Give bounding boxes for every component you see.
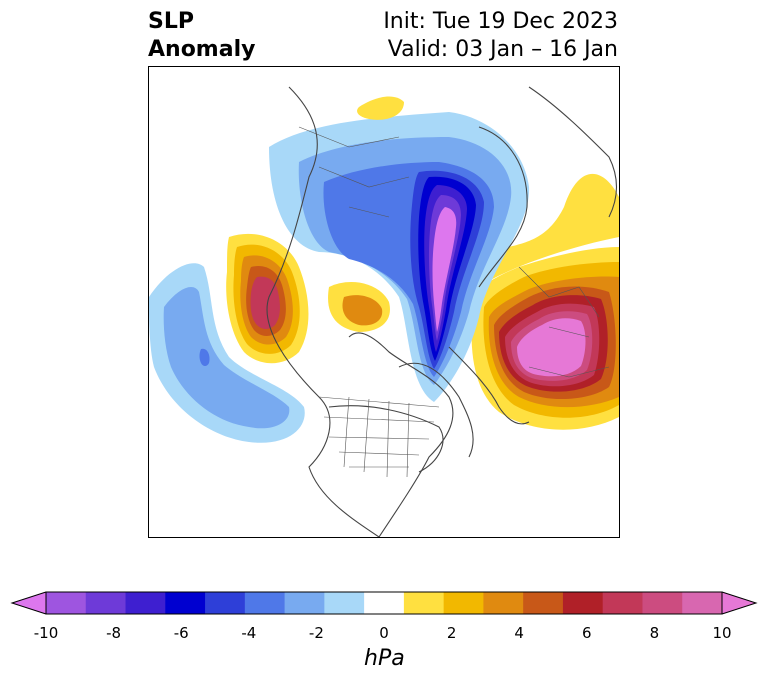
colorbar-tick-label: -10 <box>33 624 59 642</box>
negative-anomaly-greenland <box>269 112 530 402</box>
colorbar-right-outline <box>721 591 758 615</box>
colorbar <box>10 591 758 615</box>
colorbar-left-outline <box>10 591 47 615</box>
colorbar-segment <box>46 592 87 614</box>
colorbar-segment <box>602 592 643 614</box>
colorbar-segment <box>244 592 286 614</box>
colorbar-segment <box>483 592 524 614</box>
colorbar-tick-label: 2 <box>446 624 457 642</box>
colorbar-segment <box>523 592 564 614</box>
colorbar-segment <box>85 592 127 614</box>
colorbar-segment <box>165 592 206 614</box>
anomaly-map <box>149 86 619 537</box>
colorbar-tick-label: 0 <box>379 624 389 642</box>
title-line-1: SLP <box>148 9 194 34</box>
colorbar-tick-label: -4 <box>241 624 257 642</box>
colorbar-tick-label: 4 <box>514 624 524 642</box>
title-line-2: Anomaly <box>148 37 256 62</box>
coastlines <box>266 86 617 537</box>
colorbar-segment <box>443 592 484 614</box>
colorbar-outline <box>45 591 723 615</box>
valid-range: Valid: 03 Jan – 16 Jan <box>387 37 618 62</box>
run-info: Init: Tue 19 Dec 2023 Valid: 03 Jan – 16… <box>383 8 618 64</box>
colorbar-segment <box>284 592 325 614</box>
chart-title: SLP Anomaly <box>148 8 255 64</box>
negative-anomaly-north-pacific <box>149 263 305 443</box>
colorbar-unit-label: hPa <box>364 646 405 671</box>
colorbar-tick-label: 8 <box>649 624 660 642</box>
colorbar-segments <box>46 592 723 614</box>
colorbar-tick-label: -6 <box>173 624 189 642</box>
colorbar-segment <box>205 592 246 614</box>
map-panel <box>148 66 620 538</box>
positive-anomaly-europe <box>471 173 619 430</box>
colorbar-tick-label: 10 <box>712 624 732 642</box>
colorbar-tick-label: -8 <box>106 624 122 642</box>
colorbar-segment <box>324 592 365 614</box>
colorbar-left-extension <box>12 592 46 614</box>
borders <box>298 126 610 478</box>
colorbar-segment <box>364 592 405 614</box>
colorbar-segment <box>403 592 445 614</box>
colorbar-tick-label: 6 <box>582 624 592 642</box>
positive-anomaly-pacific-northwest <box>226 96 404 364</box>
init-date: Init: Tue 19 Dec 2023 <box>383 9 618 34</box>
colorbar-segment <box>682 592 723 614</box>
colorbar-right-extension <box>722 592 756 614</box>
colorbar-segment <box>125 592 166 614</box>
colorbar-segment <box>562 592 604 614</box>
colorbar-tick-label: -2 <box>308 624 324 642</box>
colorbar-segment <box>642 592 683 614</box>
